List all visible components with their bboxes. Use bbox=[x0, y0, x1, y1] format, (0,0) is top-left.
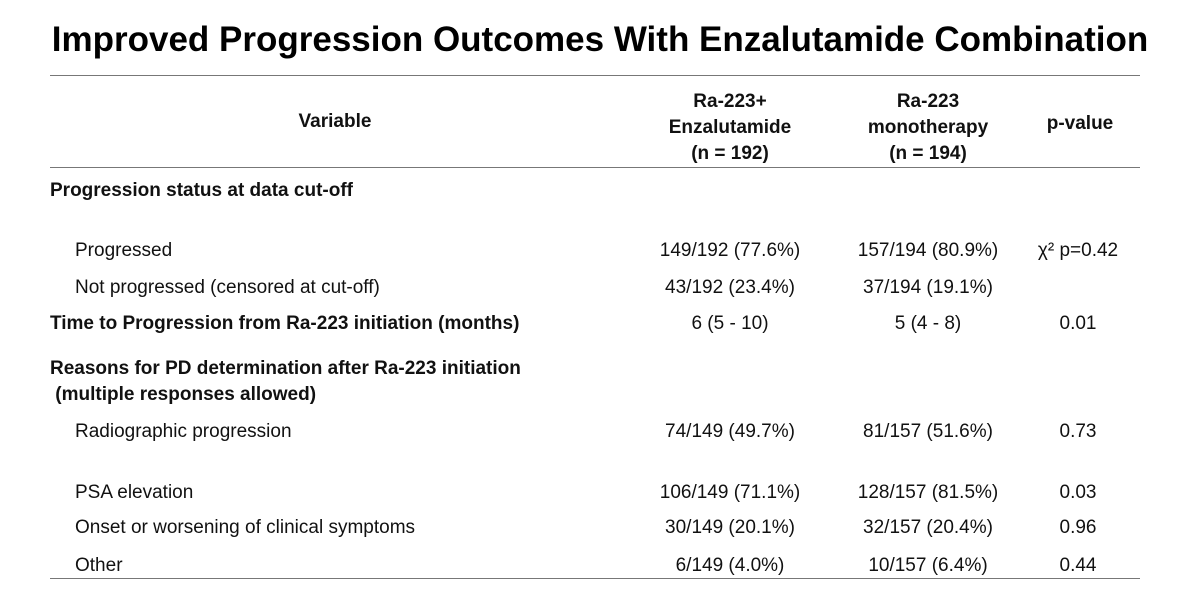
cell: 157/194 (80.9%) bbox=[857, 240, 999, 261]
bottom-rule bbox=[50, 578, 1140, 579]
top-rule bbox=[50, 75, 1140, 76]
row-label: (multiple responses allowed) bbox=[50, 384, 317, 405]
cell: 106/149 (71.1%) bbox=[659, 482, 801, 503]
header-cell: (n = 192) bbox=[691, 143, 769, 164]
cell: 0.73 bbox=[1059, 421, 1097, 442]
row-label: Reasons for PD determination after Ra-22… bbox=[50, 358, 521, 379]
header-cell: Ra-223 bbox=[896, 91, 960, 112]
header-cell: p-value bbox=[1046, 113, 1114, 134]
row-label: PSA elevation bbox=[75, 482, 194, 503]
cell: 43/192 (23.4%) bbox=[665, 277, 795, 298]
cell: 0.96 bbox=[1059, 517, 1097, 538]
header-cell: Ra-223+ bbox=[693, 91, 767, 112]
header-rule bbox=[50, 167, 1140, 168]
cell: 6/149 (4.0%) bbox=[675, 555, 785, 576]
header-cell: Enzalutamide bbox=[668, 117, 792, 138]
cell: 74/149 (49.7%) bbox=[665, 421, 795, 442]
row-label: Time to Progression from Ra-223 initiati… bbox=[50, 313, 520, 334]
cell: 149/192 (77.6%) bbox=[659, 240, 801, 261]
cell: 32/157 (20.4%) bbox=[863, 517, 993, 538]
header-cell: monotherapy bbox=[867, 117, 989, 138]
row-label: Other bbox=[75, 555, 123, 576]
header-cell: Variable bbox=[298, 111, 372, 132]
cell: 128/157 (81.5%) bbox=[857, 482, 999, 503]
cell: 0.44 bbox=[1059, 555, 1097, 576]
cell: 5 (4 - 8) bbox=[894, 313, 962, 334]
row-label: Onset or worsening of clinical symptoms bbox=[75, 517, 416, 538]
cell: χ² p=0.42 bbox=[1037, 240, 1119, 261]
cell: 0.01 bbox=[1059, 313, 1097, 334]
row-label: Progression status at data cut-off bbox=[50, 180, 353, 201]
header-cell: (n = 194) bbox=[889, 143, 967, 164]
cell: 10/157 (6.4%) bbox=[868, 555, 988, 576]
cell: 30/149 (20.1%) bbox=[665, 517, 795, 538]
row-label: Not progressed (censored at cut-off) bbox=[75, 277, 380, 298]
row-label: Progressed bbox=[75, 240, 173, 261]
title: Improved Progression Outcomes With Enzal… bbox=[51, 20, 1149, 59]
cell: 6 (5 - 10) bbox=[691, 313, 769, 334]
cell: 81/157 (51.6%) bbox=[863, 421, 993, 442]
cell: 37/194 (19.1%) bbox=[863, 277, 993, 298]
row-label: Radiographic progression bbox=[75, 421, 292, 442]
cell: 0.03 bbox=[1059, 482, 1097, 503]
